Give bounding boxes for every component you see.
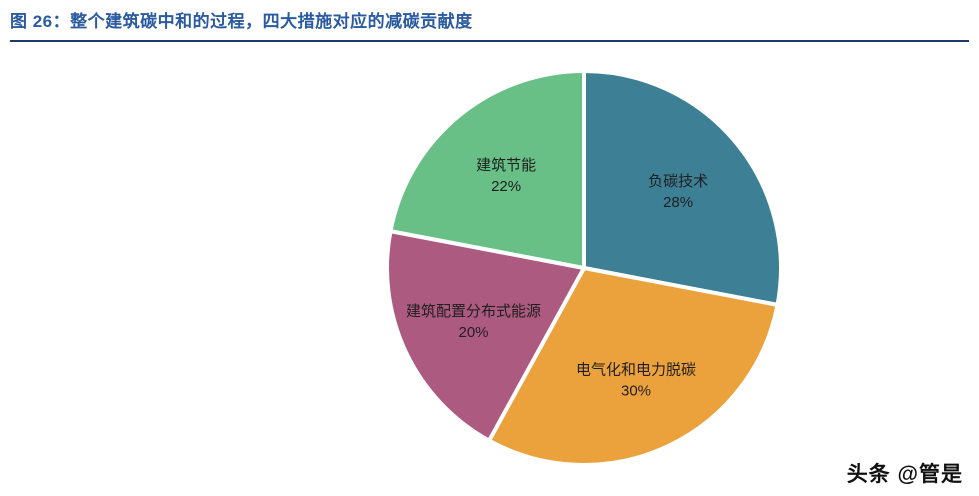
pie-slice bbox=[487, 266, 780, 467]
pie-slice bbox=[582, 69, 783, 307]
watermark: 头条 @管是 bbox=[846, 463, 963, 486]
pie-chart: 负碳技术 28% 电气化和电力脱碳 30% 建筑配置分布式能源 20% 建筑节能 22% bbox=[385, 69, 783, 467]
pie-slice bbox=[388, 69, 586, 270]
title-underline bbox=[10, 39, 969, 42]
slice-label: 建筑配置分布式能源 20% bbox=[406, 303, 541, 341]
pie-slice bbox=[385, 229, 586, 443]
figure-header: 图 26：整个建筑碳中和的过程，四大措施对应的减碳贡献度 bbox=[10, 10, 969, 42]
slice-label: 负碳技术 28% bbox=[648, 173, 708, 211]
chart-area: 负碳技术 28% 电气化和电力脱碳 30% 建筑配置分布式能源 20% 建筑节能 22% bbox=[0, 45, 979, 490]
figure-title: 图 26：整个建筑碳中和的过程，四大措施对应的减碳贡献度 bbox=[10, 12, 473, 31]
slice-label: 电气化和电力脱碳 30% bbox=[576, 362, 696, 400]
slice-label: 建筑节能 22% bbox=[476, 157, 536, 195]
